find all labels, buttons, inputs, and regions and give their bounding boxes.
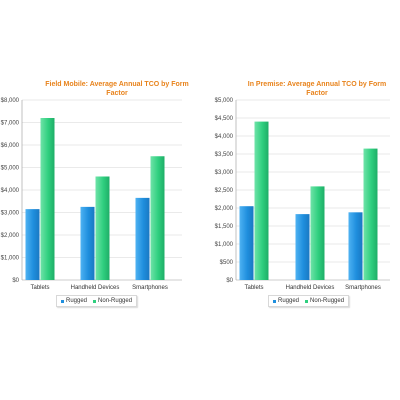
legend-swatch-rugged <box>61 299 64 303</box>
chart-title: Field Mobile: Average Annual TCO by Form… <box>45 81 189 97</box>
bar-non-rugged-handheld-devices <box>310 186 325 280</box>
y-tick-label: $500 <box>220 260 234 266</box>
bar-non-rugged-tablets <box>40 118 55 280</box>
y-tick-label: $8,000 <box>1 98 20 104</box>
chart-title: In Premise: Average Annual TCO by Form F… <box>247 81 387 97</box>
legend-swatch-rugged <box>273 299 276 303</box>
legend-label-non-rugged: Non-Rugged <box>98 298 133 304</box>
x-tick-label: Smartphones <box>345 285 381 291</box>
y-tick-label: $1,500 <box>215 224 234 230</box>
legend-item-non-rugged: Non-Rugged <box>305 298 344 304</box>
legend-label-rugged: Rugged <box>278 298 300 304</box>
bar-rugged-smartphones <box>135 197 150 280</box>
chart-legend: Rugged Non-Rugged <box>56 295 138 307</box>
y-tick-label: $2,000 <box>1 233 20 239</box>
bar-non-rugged-handheld-devices <box>95 176 110 280</box>
bar-rugged-handheld-devices <box>295 214 310 280</box>
bar-rugged-tablets <box>25 209 40 280</box>
legend-swatch-non-rugged <box>93 299 97 303</box>
bar-non-rugged-tablets <box>254 121 269 280</box>
y-tick-label: $1,000 <box>215 242 234 248</box>
bar-rugged-handheld-devices <box>80 206 95 280</box>
x-tick-label: Smartphones <box>132 285 168 291</box>
bar-non-rugged-smartphones <box>363 148 378 280</box>
y-tick-label: $3,000 <box>1 211 20 217</box>
legend-label-rugged: Rugged <box>66 298 88 304</box>
y-tick-label: $0 <box>12 278 19 284</box>
y-tick-label: $4,000 <box>1 188 20 194</box>
chart-in-premise-plot: $0 $500 $1,000 $1,500 $2,000 $2,500 $3,000 $3,5… <box>215 98 390 291</box>
y-tick-label: $3,500 <box>215 152 234 158</box>
y-tick-label: $1,000 <box>1 256 20 262</box>
x-tick-label: Tablets <box>30 285 49 291</box>
bar-rugged-smartphones <box>348 212 363 280</box>
bar-rugged-tablets <box>239 206 254 280</box>
y-tick-label: $4,000 <box>215 134 234 140</box>
legend-item-non-rugged: Non-Rugged <box>93 298 132 304</box>
chart-field-mobile: Field Mobile: Average Annual TCO by Form… <box>0 78 200 312</box>
bar-non-rugged-smartphones <box>150 156 165 280</box>
y-tick-label: $5,000 <box>1 166 20 172</box>
legend-swatch-non-rugged <box>305 299 309 303</box>
y-tick-label: $2,500 <box>215 188 234 194</box>
y-tick-label: $6,000 <box>1 143 20 149</box>
y-tick-label: $0 <box>226 278 233 284</box>
y-tick-label: $5,000 <box>215 98 234 104</box>
x-tick-label: Tablets <box>244 285 263 291</box>
y-tick-label: $7,000 <box>1 121 20 127</box>
chart-legend: Rugged Non-Rugged <box>268 295 350 307</box>
chart-field-mobile-plot: $0 $1,000 $2,000 $3,000 $4,000 $5,000 $6,000 $7… <box>1 98 182 291</box>
x-tick-label: Handheld Devices <box>286 285 335 291</box>
chart-in-premise: In Premise: Average Annual TCO by Form F… <box>204 78 400 312</box>
legend-item-rugged: Rugged <box>273 298 299 304</box>
legend-item-rugged: Rugged <box>61 298 87 304</box>
y-tick-label: $2,000 <box>215 206 234 212</box>
x-tick-label: Handheld Devices <box>71 285 120 291</box>
legend-label-non-rugged: Non-Rugged <box>310 298 345 304</box>
y-tick-label: $3,000 <box>215 170 234 176</box>
y-tick-label: $4,500 <box>215 116 234 122</box>
